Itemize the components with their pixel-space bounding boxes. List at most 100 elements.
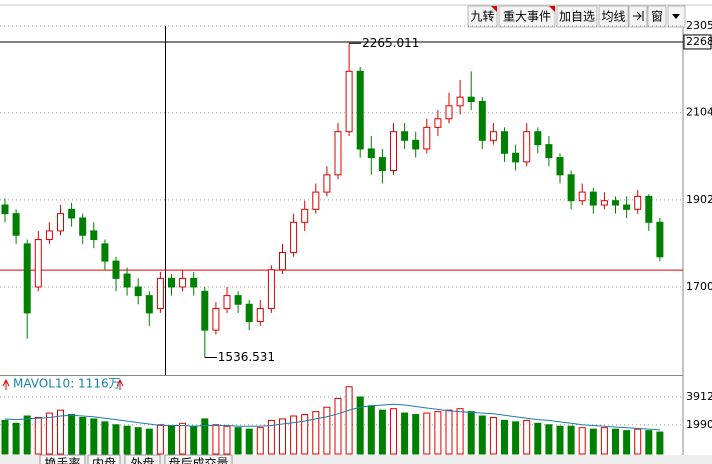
toolbar-button[interactable] (647, 5, 667, 28)
toolbar-button-label: 均线 (601, 10, 625, 24)
volume-bar (223, 425, 231, 455)
candle-body (445, 105, 453, 120)
tab-label: 外盘 (130, 456, 154, 464)
volume-bar (123, 425, 131, 455)
volume-bar (423, 412, 431, 455)
toolbar-button-label: 窗 (651, 10, 663, 24)
volume-bar (1, 419, 9, 455)
candle-body (501, 131, 508, 154)
annotation: 1536.531 (218, 350, 275, 364)
toolbar-button[interactable] (556, 5, 598, 28)
volume-bar (401, 412, 409, 455)
candle-body (190, 277, 198, 288)
toolbar-button-label: 九转 (470, 9, 494, 24)
candle-body (45, 230, 53, 241)
candle-body (312, 191, 320, 210)
volume-bar (245, 428, 253, 455)
candle-body (390, 131, 397, 172)
volume-bar (501, 419, 508, 455)
candle-body (489, 131, 497, 141)
candle-body (301, 208, 309, 223)
volume-bar (523, 419, 531, 455)
volume-bar (534, 422, 542, 455)
tab-label: 盘后成交量 (168, 456, 228, 464)
toolbar-button[interactable] (598, 5, 629, 28)
candle-body (401, 131, 409, 141)
annotation: 2265.011 (362, 36, 419, 50)
volume-bar (600, 427, 608, 455)
candle-body (345, 70, 353, 133)
volume-bar (267, 419, 275, 455)
volume-label: MAVOL10: 1116万 (13, 377, 121, 391)
toolbar-button-label: 加自选 (559, 10, 595, 24)
candle-body (589, 191, 597, 206)
volume-bar (634, 428, 642, 455)
y-tick-label: 3912 (686, 390, 712, 403)
tab-bar (0, 455, 712, 464)
candle-body (656, 221, 664, 258)
toolbar-button[interactable] (498, 5, 556, 28)
volume-bar (312, 411, 320, 455)
volume-bar (201, 418, 209, 455)
candle-body (545, 144, 553, 159)
tab[interactable] (124, 454, 161, 464)
candle-body (145, 295, 153, 314)
tab[interactable] (87, 454, 121, 464)
candle-body (179, 277, 187, 288)
volume-bar (434, 411, 442, 455)
volume-bar (279, 418, 286, 455)
volume-bar (467, 411, 475, 455)
tab[interactable] (39, 454, 86, 464)
badge (491, 6, 497, 12)
volume-bar (234, 427, 242, 455)
tab[interactable] (164, 454, 233, 464)
candle-body (556, 157, 564, 176)
volume-bar (23, 415, 31, 455)
candle-body (434, 118, 442, 128)
candle-body (567, 174, 575, 202)
volume-bar (345, 386, 353, 455)
candle-body (467, 96, 475, 102)
candle-body (168, 277, 175, 288)
candle-body (356, 70, 364, 150)
candle-body (23, 243, 31, 314)
volume-bar (578, 427, 586, 455)
candle-body (90, 230, 98, 241)
candle-body (245, 303, 253, 323)
candle-body (578, 191, 586, 202)
volume-bar (456, 408, 464, 455)
volume-bar (179, 422, 187, 455)
arrow-icon (633, 11, 644, 21)
candle-body (134, 286, 142, 297)
candle-body (412, 139, 420, 150)
candle-body (1, 204, 9, 215)
volume-arrows (2, 378, 124, 390)
candle-body (156, 277, 164, 310)
tab-label: 内盘 (92, 456, 116, 464)
candle-body (290, 221, 298, 253)
candle-body (378, 157, 386, 172)
tab-label: 换手率 (44, 456, 80, 464)
candle-body (623, 204, 631, 210)
volume-bar (323, 406, 331, 455)
volume-bar (567, 425, 575, 455)
candle-body (234, 295, 242, 305)
candle-body (634, 195, 642, 210)
candle-body (512, 152, 520, 163)
candle-body (645, 195, 653, 223)
toolbar-button[interactable] (467, 5, 498, 28)
candle-body (79, 217, 87, 236)
candle-body (334, 131, 342, 176)
y-tick-label: 2268 (686, 35, 712, 48)
tick-highlight (683, 34, 712, 50)
y-tick-label: 2104 (686, 106, 712, 119)
toolbar-button-label: 重大事件 (503, 10, 551, 24)
menu-icon (672, 14, 680, 19)
volume-bar (57, 409, 64, 455)
y-tick-label: 1990 (686, 418, 712, 431)
candle-body (478, 100, 486, 141)
volume-bar (190, 425, 198, 455)
y-tick-label: 2305 (686, 19, 712, 32)
volume-bar (356, 396, 364, 455)
